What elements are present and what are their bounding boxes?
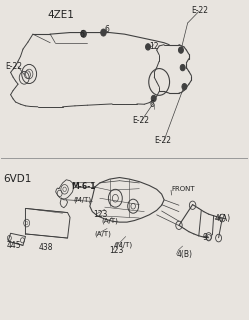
Text: E-22: E-22 <box>6 62 23 71</box>
Circle shape <box>151 95 156 102</box>
Text: 6: 6 <box>105 25 110 34</box>
Text: 4(B): 4(B) <box>177 251 192 260</box>
Text: 4ZE1: 4ZE1 <box>48 10 75 20</box>
Circle shape <box>81 30 86 37</box>
Circle shape <box>179 47 184 53</box>
Circle shape <box>102 31 105 34</box>
Text: (M/T): (M/T) <box>74 196 92 203</box>
Text: (A/T): (A/T) <box>101 218 118 224</box>
Text: 123: 123 <box>94 210 108 219</box>
Text: 6: 6 <box>80 30 85 39</box>
Circle shape <box>180 64 185 71</box>
Circle shape <box>184 85 186 88</box>
Text: 9: 9 <box>202 233 207 242</box>
Text: 4(A): 4(A) <box>215 214 231 223</box>
Circle shape <box>146 44 150 50</box>
Text: 438: 438 <box>39 243 54 252</box>
Text: FRONT: FRONT <box>172 186 195 192</box>
Circle shape <box>101 29 106 36</box>
Circle shape <box>182 84 187 90</box>
Text: 6VD1: 6VD1 <box>3 174 32 184</box>
Text: E-22: E-22 <box>191 6 208 15</box>
Circle shape <box>153 97 155 100</box>
Text: M-6-1: M-6-1 <box>71 182 96 191</box>
Text: (A/T): (A/T) <box>95 230 112 236</box>
Text: E-22: E-22 <box>132 116 149 125</box>
Text: 445: 445 <box>7 241 21 250</box>
Circle shape <box>147 46 149 48</box>
Circle shape <box>180 49 182 51</box>
Text: 123: 123 <box>110 246 124 255</box>
Text: E-22: E-22 <box>154 136 171 145</box>
Circle shape <box>182 66 184 69</box>
Text: 6: 6 <box>149 100 154 109</box>
Text: 12: 12 <box>149 42 159 52</box>
Circle shape <box>82 32 85 36</box>
Text: (M/T): (M/T) <box>115 241 133 248</box>
